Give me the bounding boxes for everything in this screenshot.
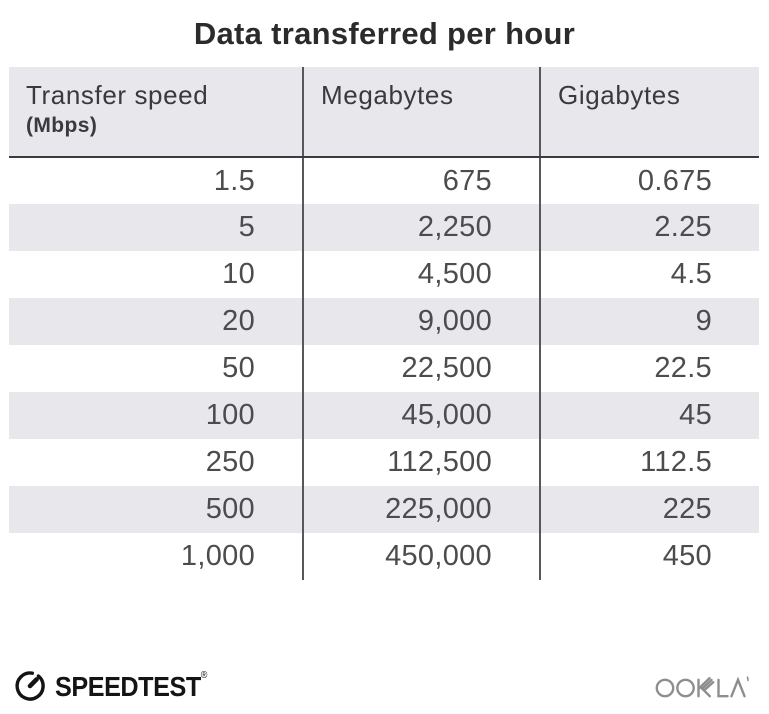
table-header: Transfer speed (Mbps) Megabytes Gigabyte… xyxy=(9,67,759,158)
table-cell: 100 xyxy=(9,392,303,439)
table-cell: 1.5 xyxy=(213,164,255,197)
ookla-logo xyxy=(655,676,749,698)
table-cell: 0.675 xyxy=(539,157,759,204)
speedtest-logo: SPEEDTEST® xyxy=(13,669,224,703)
col-header-megabytes: Megabytes xyxy=(302,67,540,158)
table-cell: 675 xyxy=(302,157,540,204)
table-cell: 450 xyxy=(539,533,759,580)
table-row: 250 112,500 112.5 xyxy=(9,439,759,486)
table-cell: 45,000 xyxy=(302,392,540,439)
table-cell: 225 xyxy=(539,486,759,533)
col-header-gigabytes: Gigabytes xyxy=(539,67,759,158)
table-cell: 450,000 xyxy=(302,533,540,580)
col-header-gigabytes-label: Gigabytes xyxy=(558,80,681,110)
table-cell: 2,250 xyxy=(302,204,540,251)
col-header-transfer-speed: Transfer speed (Mbps) xyxy=(9,67,303,158)
infographic-page: Data transferred per hour Transfer speed… xyxy=(0,16,769,702)
speedtest-registered-mark: ® xyxy=(200,669,208,681)
table-row: 20 9,000 9 xyxy=(9,298,759,345)
table-cell: 500 xyxy=(9,486,303,533)
page-title: Data transferred per hour xyxy=(193,16,576,51)
table-row: 500 225,000 225 xyxy=(9,486,759,533)
table-header-row: Transfer speed (Mbps) Megabytes Gigabyte… xyxy=(9,67,759,158)
table-cell: 1,000 xyxy=(180,540,255,572)
col-header-transfer-speed-unit: (Mbps) xyxy=(26,114,98,137)
table-cell: 5 xyxy=(9,204,303,251)
col-header-transfer-speed-label: Transfer speed xyxy=(26,80,209,110)
table-cell: 22.5 xyxy=(539,345,759,392)
table-body: 1.5 675 0.675 5 2,250 2.25 10 4,500 4.5 20 9,000 9 5… xyxy=(9,157,759,580)
table-cell: 112,500 xyxy=(302,439,540,486)
footer: SPEEDTEST® xyxy=(13,669,754,703)
table-row: 1.5 675 0.675 xyxy=(9,157,759,204)
table-row: 50 22,500 22.5 xyxy=(9,345,759,392)
col-header-megabytes-label: Megabytes xyxy=(321,80,454,110)
table-cell: 20 xyxy=(9,298,303,345)
table-row: 100 45,000 45 xyxy=(9,392,759,439)
table-cell: 112.5 xyxy=(539,439,759,486)
data-table: Transfer speed (Mbps) Megabytes Gigabyte… xyxy=(9,67,759,580)
table-cell: 9,000 xyxy=(302,298,540,345)
table-row: 1,000 450,000 450 xyxy=(9,533,759,580)
table-cell: 50 xyxy=(222,352,255,384)
speedtest-wordmark: SPEEDTEST® xyxy=(55,670,207,703)
table-cell: 9 xyxy=(539,298,759,345)
table-cell: 250 xyxy=(205,446,255,478)
table-cell: 10 xyxy=(222,258,255,290)
table-cell: 4,500 xyxy=(302,251,540,298)
table-cell: 225,000 xyxy=(302,486,540,533)
table-cell: 2.25 xyxy=(539,204,759,251)
table-cell: 45 xyxy=(539,392,759,439)
speedtest-wordmark-text: SPEEDTEST xyxy=(55,670,201,702)
table-cell: 4.5 xyxy=(539,251,759,298)
table-cell: 22,500 xyxy=(302,345,540,392)
table-row: 5 2,250 2.25 xyxy=(9,204,759,251)
table-row: 10 4,500 4.5 xyxy=(9,251,759,298)
